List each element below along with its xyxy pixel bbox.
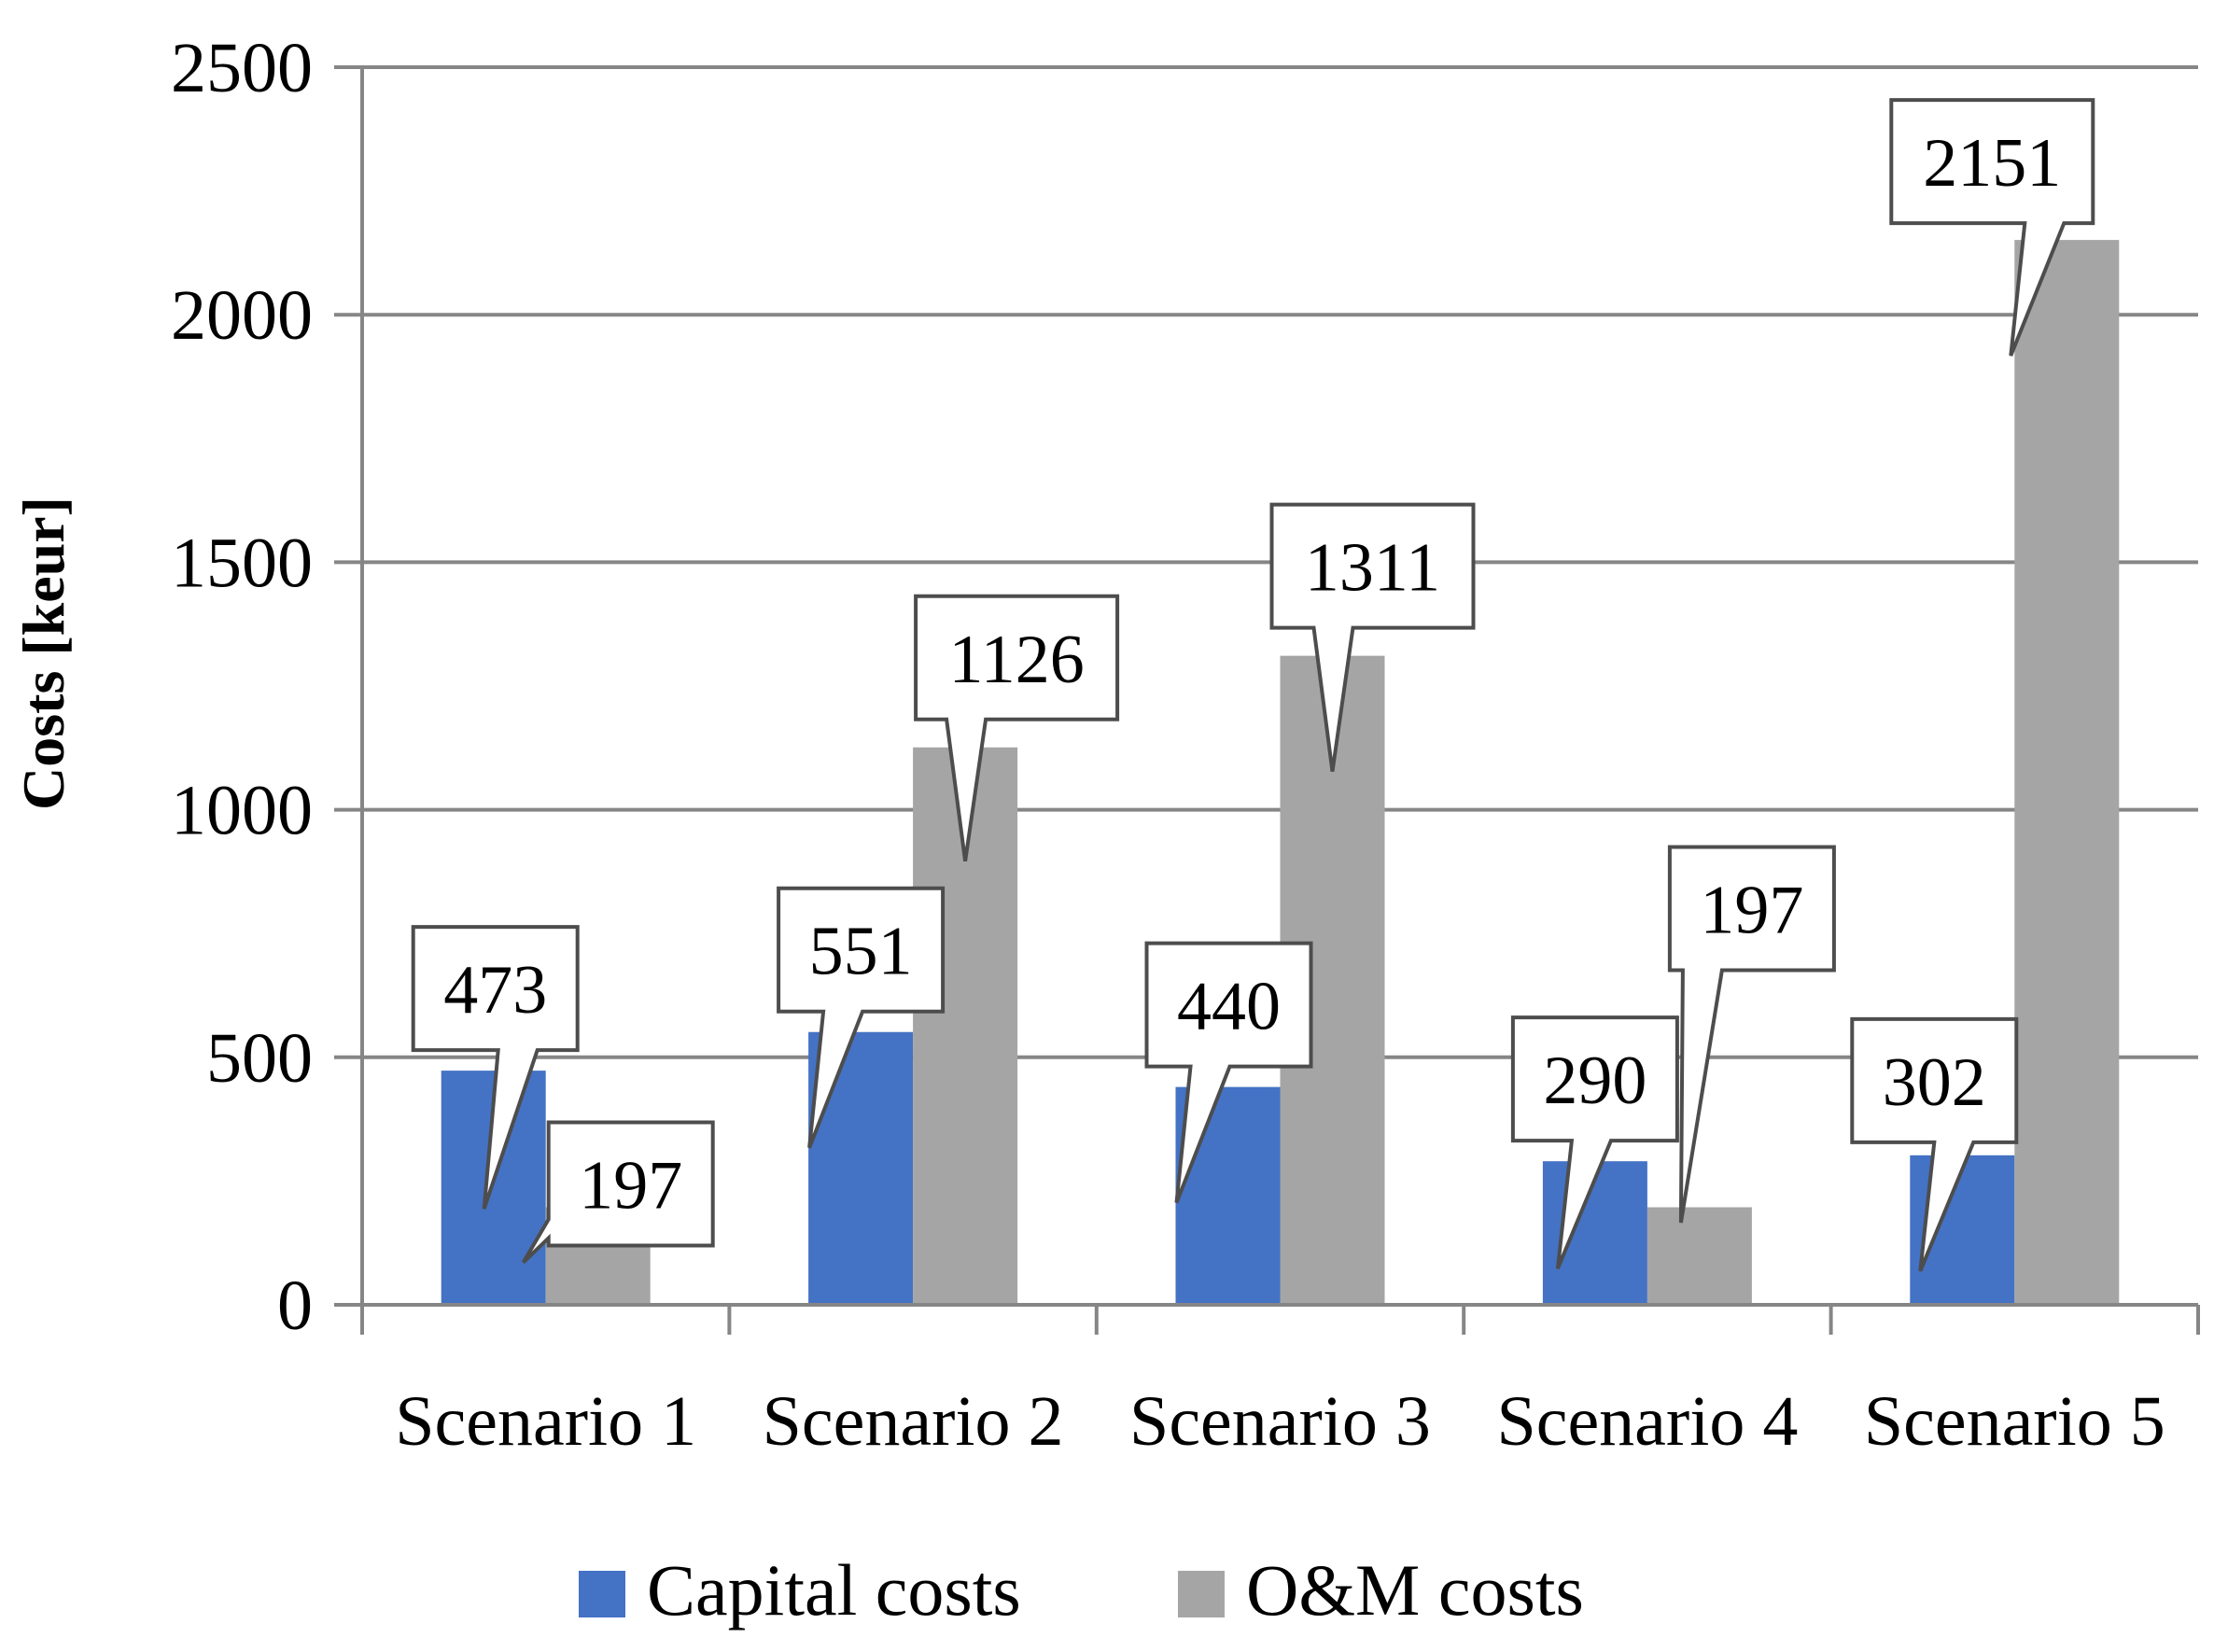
callout-box-capital-scenario-3 <box>1144 941 1313 1204</box>
data-label-om-scenario-1: 197 <box>579 1148 682 1225</box>
legend-label-om-costs: O&M costs <box>1246 1549 1584 1631</box>
y-tick-label-2500: 2500 <box>171 29 313 107</box>
callout-box-capital-scenario-4 <box>1510 1015 1679 1269</box>
callout-box-om-scenario-3 <box>1269 502 1476 772</box>
x-tick-label-2: Scenario 2 <box>763 1382 1064 1461</box>
y-tick-label-1500: 1500 <box>171 524 313 602</box>
x-axis-labels: Scenario 1 Scenario 2 Scenario 3 Scenario 4… <box>395 1382 2165 1461</box>
callout-box-om-scenario-1 <box>521 1120 715 1264</box>
data-label-om-scenario-5: 2151 <box>1923 125 2061 202</box>
y-tick-label-500: 500 <box>206 1019 313 1098</box>
data-label-om-scenario-4: 197 <box>1700 873 1803 949</box>
legend-label-capital-costs: Capital costs <box>647 1549 1021 1631</box>
x-tick-label-4: Scenario 4 <box>1496 1382 1798 1461</box>
y-tick-label-1000: 1000 <box>171 772 313 850</box>
data-label-callouts: 473 197 551 1126 440 1311 290 197 302 2151 <box>411 98 2095 1272</box>
legend-swatch-capital-costs <box>579 1571 625 1617</box>
data-label-capital-scenario-1: 473 <box>443 952 547 1029</box>
data-label-capital-scenario-2: 551 <box>809 914 913 990</box>
data-label-om-scenario-3: 1311 <box>1305 530 1440 607</box>
data-label-capital-scenario-3: 440 <box>1177 969 1281 1045</box>
data-label-capital-scenario-4: 290 <box>1543 1043 1646 1119</box>
x-tick-label-1: Scenario 1 <box>395 1382 696 1461</box>
x-tick-label-3: Scenario 3 <box>1129 1382 1431 1461</box>
y-tick-label-0: 0 <box>277 1267 313 1345</box>
callout-box-om-scenario-5 <box>1889 98 2095 357</box>
callout-box-om-scenario-4 <box>1667 845 1836 1224</box>
bar-om-scenario-4 <box>1646 1207 1752 1305</box>
y-tick-label-2000: 2000 <box>171 276 313 355</box>
x-tick-label-5: Scenario 5 <box>1864 1382 2165 1461</box>
data-label-capital-scenario-5: 302 <box>1883 1044 1986 1121</box>
axes <box>334 67 2200 1335</box>
callout-box-capital-scenario-5 <box>1850 1016 2019 1272</box>
legend: Capital costs O&M costs <box>579 1549 1584 1631</box>
y-axis-ticks: 0 500 1000 1500 2000 2500 <box>171 29 313 1345</box>
data-label-om-scenario-2: 1126 <box>948 622 1084 698</box>
callout-box-capital-scenario-1 <box>411 925 580 1210</box>
bar-om-scenario-5 <box>2014 240 2120 1305</box>
callout-box-capital-scenario-2 <box>777 886 946 1149</box>
callout-box-om-scenario-2 <box>914 594 1120 862</box>
y-axis-title: Costs [keur] <box>10 497 77 810</box>
legend-swatch-om-costs <box>1178 1571 1225 1617</box>
